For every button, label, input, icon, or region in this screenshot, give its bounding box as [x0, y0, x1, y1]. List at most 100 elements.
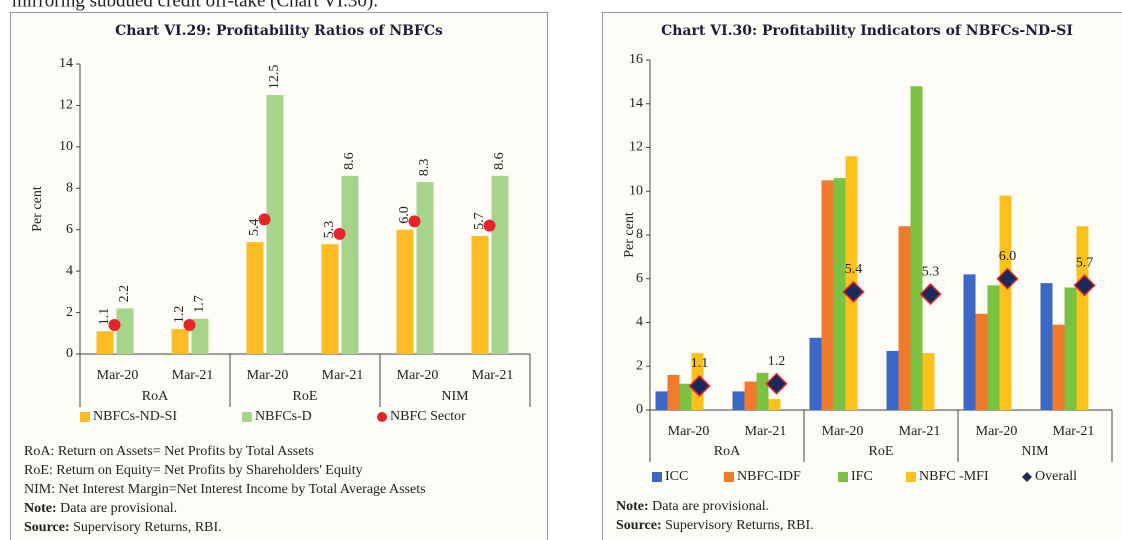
y-tick-label: 4 [66, 263, 73, 278]
marker [765, 372, 788, 395]
group-label: NIM [441, 389, 469, 404]
bar [116, 308, 134, 354]
y-tick-label: 16 [629, 52, 643, 67]
y-tick-label: 6 [636, 271, 643, 286]
data-label: 5.4 [845, 262, 863, 277]
marker [408, 215, 421, 228]
x-tick-label: Mar-20 [976, 424, 1018, 439]
bar [756, 372, 769, 410]
bar [655, 391, 668, 410]
y-tick-label: 14 [629, 96, 643, 111]
bar [809, 337, 822, 410]
marker [996, 267, 1019, 290]
note: Note: Data are provisional. [24, 501, 177, 516]
group-label: RoA [714, 444, 741, 459]
bar [833, 178, 846, 410]
group-label: RoE [293, 389, 318, 404]
legend-swatch [1022, 472, 1032, 482]
legend-swatch [80, 412, 90, 422]
note: Note: Data are provisional. [616, 499, 769, 514]
definition: RoE: Return on Equity= Net Profits by Sh… [24, 463, 363, 478]
data-label: 5.7 [1076, 256, 1094, 271]
bar [416, 182, 434, 354]
bar [246, 242, 264, 354]
marker [1073, 274, 1096, 297]
bar [96, 331, 114, 354]
legend-swatch [906, 472, 916, 482]
data-label: 1.1 [97, 308, 112, 326]
legend-label: Overall [1035, 469, 1077, 484]
data-label: 2.2 [117, 285, 132, 303]
data-label: 6.0 [397, 206, 412, 224]
note-text: Supervisory Returns, RBI. [662, 518, 814, 533]
y-tick-label: 12 [59, 98, 73, 113]
marker [258, 213, 271, 226]
note-label: Note: [24, 501, 57, 516]
x-tick-label: Mar-21 [745, 424, 787, 439]
legend-label: ICC [665, 469, 688, 484]
data-label: 5.7 [472, 212, 487, 230]
legend-label: IFC [851, 469, 873, 484]
y-tick-label: 14 [59, 56, 73, 71]
data-label: 5.4 [247, 219, 262, 237]
bar [886, 350, 899, 410]
bar [922, 353, 935, 410]
note-label: Source: [24, 520, 70, 535]
x-tick-label: Mar-20 [247, 368, 289, 383]
definition: RoA: Return on Assets= Net Profits by To… [24, 444, 314, 459]
y-tick-label: 4 [636, 315, 643, 330]
data-label: 8.6 [342, 152, 357, 170]
bar [266, 95, 284, 355]
legend-label: NBFCs-ND-SI [93, 409, 177, 424]
legend-label: NBFC Sector [390, 409, 466, 424]
x-tick-label: Mar-20 [822, 424, 864, 439]
y-tick-label: 10 [629, 183, 643, 198]
bar [975, 313, 988, 410]
legend-swatch [377, 412, 387, 422]
bar [910, 86, 923, 410]
legend-label: NBFC -MFI [919, 469, 989, 484]
x-tick-label: Mar-21 [899, 424, 941, 439]
y-tick-label: 8 [636, 227, 643, 242]
note: Source: Supervisory Returns, RBI. [24, 520, 222, 535]
definition: NIM: Net Interest Margin=Net Interest In… [24, 482, 426, 497]
y-tick-label: 12 [629, 140, 643, 155]
y-tick-label: 0 [66, 346, 73, 361]
marker [183, 319, 196, 331]
bar [396, 229, 414, 354]
legend-swatch [242, 412, 252, 422]
y-tick-label: 2 [66, 305, 73, 320]
y-tick-label: 2 [636, 358, 643, 373]
data-label: 1.7 [192, 295, 207, 313]
note-label: Note: [616, 499, 649, 514]
bar [744, 381, 757, 410]
chart-title: Chart VI.29: Profitability Ratios of NBF… [115, 23, 443, 39]
y-axis-title: Per cent [622, 212, 637, 258]
x-tick-label: Mar-21 [1053, 424, 1095, 439]
bar [1040, 283, 1053, 410]
bar [667, 375, 680, 410]
bar [191, 318, 209, 354]
bar [341, 175, 359, 354]
data-label: 12.5 [267, 65, 282, 90]
legend-swatch [838, 472, 848, 482]
legend-label: NBFC-IDF [737, 469, 801, 484]
bar [768, 399, 781, 410]
group-label: RoE [869, 444, 894, 459]
data-label: 1.1 [691, 356, 709, 371]
x-tick-label: Mar-20 [668, 424, 710, 439]
data-label: 1.2 [768, 354, 786, 369]
x-tick-label: Mar-20 [97, 368, 139, 383]
bar [821, 180, 834, 410]
bar [1064, 287, 1077, 410]
chart-title: Chart VI.30: Profitability Indicators of… [661, 23, 1073, 39]
bar [898, 226, 911, 410]
y-tick-label: 10 [59, 139, 73, 154]
bar [471, 235, 489, 354]
panel [602, 12, 1122, 540]
group-label: RoA [142, 389, 169, 404]
note-text: Data are provisional. [57, 501, 178, 516]
page-text: mirroring subdued credit off-take (Chart… [12, 0, 378, 11]
marker [842, 280, 865, 303]
note-label: Source: [616, 518, 662, 533]
